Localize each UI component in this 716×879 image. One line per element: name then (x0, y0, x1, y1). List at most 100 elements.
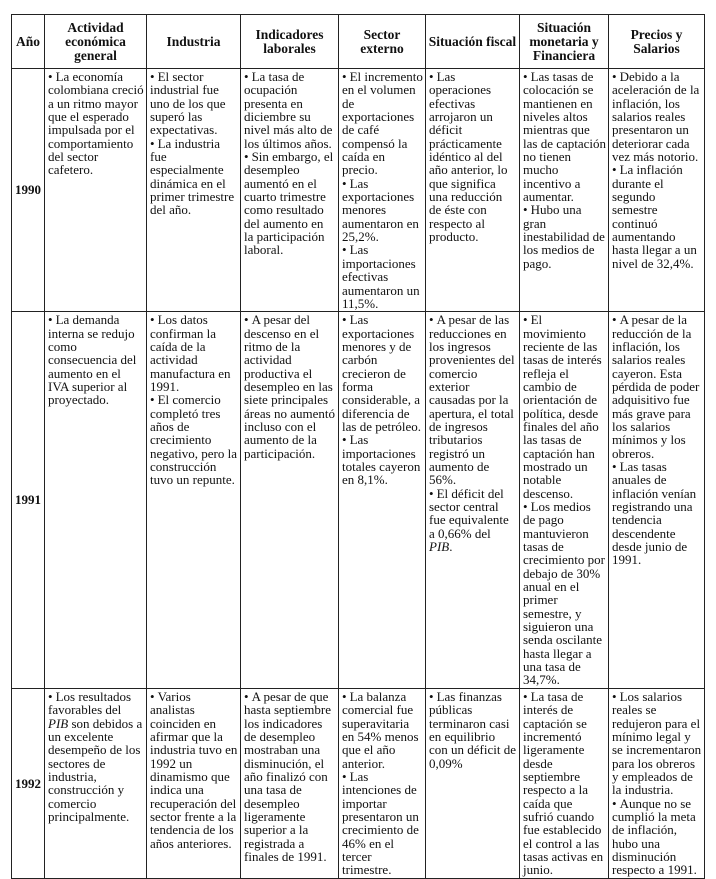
bullet-icon: • (612, 688, 617, 704)
bullet-icon: • (48, 688, 53, 704)
bullet-icon: • (342, 688, 347, 704)
bullet-item: • Las finanzas públicas terminaron casi e… (429, 690, 517, 770)
cell-indicadores-laborales: • A pesar del descenso en el ritmo de la … (240, 311, 339, 689)
bullet-icon: • (244, 688, 249, 704)
item-text: Las finanzas públicas terminaron casi en… (429, 688, 516, 771)
bullet-item: • Hubo una gran inestabilidad de los medi… (523, 203, 606, 270)
bullet-item: • La balanza comercial fue superavitaria … (342, 690, 423, 770)
bullet-icon: • (429, 485, 434, 501)
bullet-item: • Varios analistas coinciden en afirmar q… (150, 690, 238, 850)
item-emphasis: PIB (48, 715, 69, 731)
table-row: 1991 • La demanda interna se redujo como c… (11, 311, 705, 689)
bullet-item: • La demanda interna se redujo como conse… (48, 313, 144, 406)
bullet-item: • El comercio completó tres años de creci… (150, 393, 238, 486)
cell-sector-externo: • Las exportaciones menores y de carbón c… (338, 311, 426, 689)
bullet-item: • La economía colombiana creció a un ritm… (48, 70, 144, 177)
cell-precios-salarios: • A pesar de la reducción de la inflación… (608, 311, 705, 689)
bullet-item: • Los medios de pago mantuvieron tasas de… (523, 500, 606, 687)
bullet-icon: • (342, 312, 347, 328)
item-text: Las intenciones de importar presentaron … (342, 768, 419, 878)
item-text: La demanda interna se redujo como consec… (48, 312, 137, 408)
bullet-icon: • (48, 69, 53, 84)
economic-summary-table: Año Actividad económica general Industria I… (11, 14, 705, 879)
bullet-icon: • (429, 69, 434, 84)
cell-industria: • Los datos confirman la caída de la acti… (146, 311, 241, 689)
cell-actividad-economica: • La economía colombiana creció a un ritm… (44, 67, 147, 313)
item-text: A pesar de que hasta septiembre los indi… (244, 688, 331, 864)
item-text: El comercio completó tres años de crecim… (150, 392, 237, 488)
item-text: Debido a la aceleración de la inflación,… (612, 69, 700, 165)
header-actividad-economica: Actividad económica general (44, 14, 147, 69)
item-text: La balanza comercial fue superavitaria e… (342, 688, 419, 771)
bullet-item: • La tasa de ocupación presenta en diciem… (244, 70, 336, 150)
bullet-item: • Los salarios reales se redujeron para e… (612, 690, 702, 797)
bullet-item: • A pesar de que hasta septiembre los ind… (244, 690, 336, 863)
bullet-icon: • (612, 69, 617, 84)
cell-sector-externo: • La balanza comercial fue superavitaria … (338, 687, 426, 879)
item-text: Varios analistas coinciden en afirmar qu… (150, 688, 238, 851)
cell-situacion-monetaria: • El movimiento reciente de las tasas de … (519, 311, 609, 689)
header-indicadores-laborales: Indicadores laborales (240, 14, 339, 69)
cell-actividad-economica: • La demanda interna se redujo como conse… (44, 311, 147, 689)
item-text: Las importaciones efectivas aumentaron u… (342, 242, 420, 311)
bullet-item: • A pesar de la reducción de la inflación… (612, 313, 702, 460)
cell-situacion-monetaria: • Las tasas de colocación se mantienen en… (519, 67, 609, 313)
item-text: Las exportaciones menores y de carbón cr… (342, 312, 422, 434)
bullet-item: • El movimiento reciente de las tasas de … (523, 313, 606, 500)
item-text: El déficit del sector central fue equiva… (429, 485, 509, 541)
bullet-item: • Las intenciones de importar presentaron… (342, 770, 423, 877)
bullet-item: • El sector industrial fue uno de los que… (150, 70, 238, 137)
bullet-icon: • (244, 312, 249, 328)
item-text: A pesar de las reducciones en los ingres… (429, 312, 515, 488)
item-text: Aunque no se cumplió la meta de inflació… (612, 795, 697, 878)
bullet-item: • A pesar del descenso en el ritmo de la … (244, 313, 336, 460)
bullet-item: • La industria fue especialmente dinámica… (150, 137, 238, 217)
table-row: 1992 • Los resultados favorables del PIB s… (11, 687, 705, 879)
item-text: Los salarios reales se redujeron para el… (612, 688, 702, 798)
bullet-item: • La tasa de interés de captación se incr… (523, 690, 606, 877)
header-situacion-fiscal: Situación fiscal (425, 14, 520, 69)
bullet-item: • El déficit del sector central fue equiv… (429, 485, 517, 554)
item-text: son debidos a un excelente desempeño de … (48, 715, 143, 824)
cell-sector-externo: • El incremento en el volumen de exportac… (338, 67, 426, 313)
bullet-icon: • (150, 688, 155, 704)
bullet-item: • Los datos confirman la caída de la acti… (150, 313, 238, 393)
item-text: El movimiento reciente de las tasas de i… (523, 312, 602, 501)
bullet-icon: • (523, 202, 528, 218)
item-text: El incremento en el volumen de exportaci… (342, 69, 423, 178)
item-text: Los medios de pago mantuvieron tasas de … (523, 499, 605, 688)
bullet-item: • Las importaciones totales cayeron en 8,… (342, 433, 423, 486)
cell-industria: • Varios analistas coinciden en afirmar q… (146, 687, 241, 879)
item-text: Las operaciones efectivas arrojaron un d… (429, 69, 508, 245)
cell-precios-salarios: • Debido a la aceleración de la inflación… (608, 67, 705, 313)
table-row: 1990 • La economía colombiana creció a un … (11, 67, 705, 313)
bullet-item: • Las importaciones efectivas aumentaron … (342, 243, 423, 310)
item-text: A pesar del descenso en el ritmo de la a… (244, 312, 335, 461)
item-text: La economía colombiana creció a un ritmo… (48, 69, 144, 178)
bullet-icon: • (48, 312, 53, 328)
item-text: Las importaciones totales cayeron en 8,1… (342, 432, 421, 488)
item-text: Los resultados favorables del (48, 688, 132, 718)
item-text: Las tasas anuales de inflación venían re… (612, 458, 697, 568)
cell-indicadores-laborales: • La tasa de ocupación presenta en diciem… (240, 67, 339, 313)
bullet-icon: • (612, 458, 617, 474)
bullet-icon: • (150, 312, 155, 328)
bullet-item: • Las tasas anuales de inflación venían r… (612, 460, 702, 567)
bullet-icon: • (612, 162, 617, 178)
year-cell: 1990 (11, 67, 45, 313)
header-industria: Industria (146, 14, 241, 69)
header-row: Año Actividad económica general Industria I… (11, 14, 705, 69)
year-cell: 1991 (11, 311, 45, 689)
bullet-icon: • (244, 69, 249, 84)
item-text: Las tasas de colocación se mantienen en … (523, 69, 607, 205)
bullet-icon: • (342, 69, 347, 84)
header-sector-externo: Sector externo (338, 14, 426, 69)
cell-situacion-fiscal: • A pesar de las reducciones en los ingre… (425, 311, 520, 689)
bullet-item: • Aunque no se cumplió la meta de inflaci… (612, 795, 702, 878)
bullet-item: • A pesar de las reducciones en los ingre… (429, 313, 517, 486)
header-year: Año (11, 14, 45, 69)
bullet-icon: • (612, 312, 617, 328)
item-text: La inflación durante el segundo semestre… (612, 162, 697, 271)
bullet-icon: • (150, 69, 155, 84)
cell-industria: • El sector industrial fue uno de los que… (146, 67, 241, 313)
